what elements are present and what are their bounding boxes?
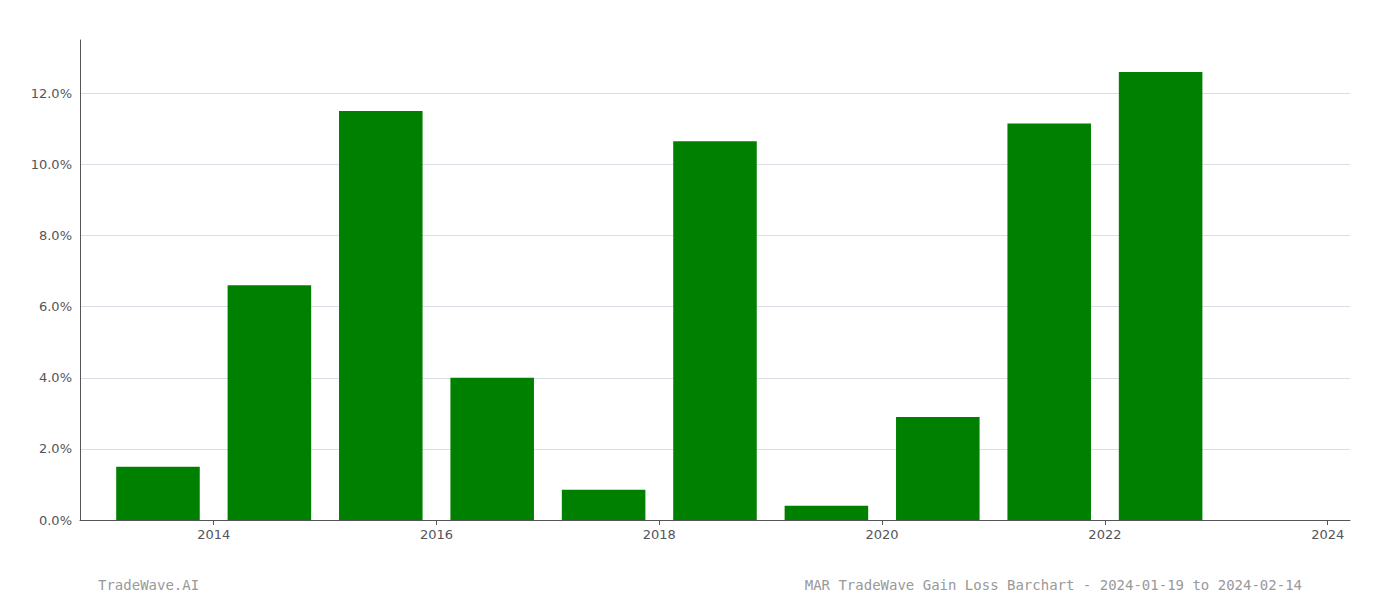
svg-text:2018: 2018: [643, 527, 676, 542]
svg-text:10.0%: 10.0%: [31, 157, 72, 172]
svg-text:4.0%: 4.0%: [39, 370, 72, 385]
svg-text:TradeWave.AI: TradeWave.AI: [98, 577, 199, 593]
svg-text:2020: 2020: [866, 527, 899, 542]
svg-text:8.0%: 8.0%: [39, 228, 72, 243]
svg-text:2022: 2022: [1088, 527, 1121, 542]
svg-text:12.0%: 12.0%: [31, 86, 72, 101]
svg-text:2.0%: 2.0%: [39, 441, 72, 456]
svg-text:0.0%: 0.0%: [39, 513, 72, 528]
svg-text:MAR TradeWave Gain Loss Barcha: MAR TradeWave Gain Loss Barchart - 2024-…: [805, 577, 1302, 593]
svg-text:6.0%: 6.0%: [39, 299, 72, 314]
svg-text:2014: 2014: [197, 527, 230, 542]
svg-text:2024: 2024: [1311, 527, 1344, 542]
svg-text:2016: 2016: [420, 527, 453, 542]
